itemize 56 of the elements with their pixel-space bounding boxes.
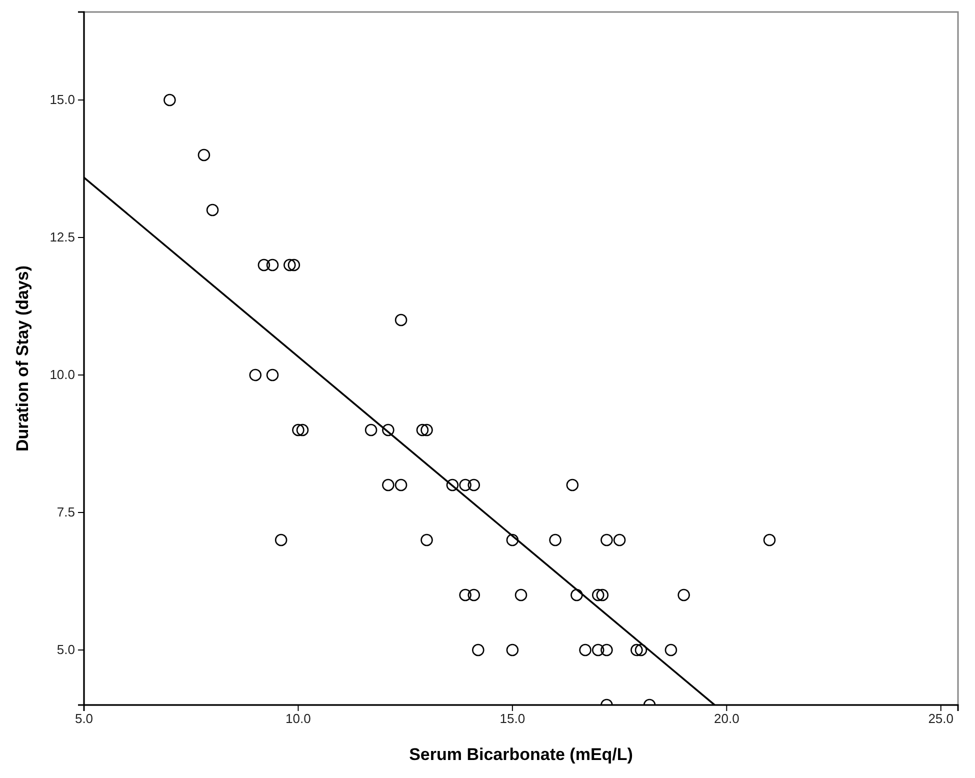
point [600, 534, 613, 546]
point [459, 478, 472, 492]
point [468, 478, 480, 492]
point [296, 424, 309, 436]
point [634, 644, 648, 656]
x-tick-label: 20.0 [714, 711, 740, 726]
point [459, 588, 472, 602]
point [164, 94, 176, 106]
x-axis-title: Serum Bicarbonate (mEq/L) [409, 745, 633, 764]
y-tick-label: 5.0 [56, 642, 75, 658]
point [506, 644, 519, 656]
point [394, 478, 408, 492]
x-tick-label: 10.0 [286, 711, 311, 726]
point [446, 478, 459, 492]
point [292, 424, 304, 436]
point [468, 588, 480, 602]
y-tick-label: 10.0 [50, 367, 75, 382]
point [382, 424, 394, 436]
point [364, 424, 378, 436]
point [570, 588, 583, 602]
point [630, 644, 643, 656]
point [596, 588, 609, 602]
y-tick-label: 15.0 [50, 92, 75, 108]
point [592, 588, 604, 602]
point [206, 204, 219, 216]
point [274, 534, 288, 546]
y-axis-title: Duration of Stay (days) [13, 265, 32, 452]
x-tick-label: 15.0 [500, 711, 526, 726]
point [249, 368, 262, 382]
y-tick-label: 7.5 [56, 504, 75, 520]
point [198, 148, 210, 162]
point [579, 644, 592, 656]
point [664, 644, 678, 656]
point [258, 258, 270, 272]
point [284, 258, 296, 272]
point [506, 534, 519, 546]
point [420, 424, 433, 436]
point [613, 534, 626, 546]
point [549, 534, 562, 546]
x-tick-label: 5.0 [74, 711, 94, 726]
point [288, 258, 300, 272]
point [472, 644, 484, 656]
point [514, 588, 528, 602]
point [266, 368, 279, 382]
point [600, 644, 613, 656]
point [763, 534, 776, 546]
y-tick-label: 12.5 [50, 230, 75, 245]
point [382, 478, 394, 492]
point [266, 258, 279, 272]
point [416, 424, 429, 436]
point [420, 534, 433, 546]
point [592, 644, 604, 656]
point [678, 588, 690, 602]
point [566, 478, 579, 492]
x-tick-label: 25.0 [928, 711, 954, 726]
point [394, 314, 408, 326]
